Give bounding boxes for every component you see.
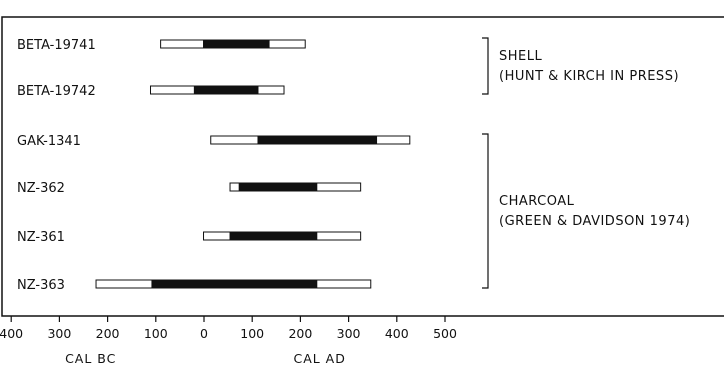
- x-tick-label: 300: [337, 326, 361, 341]
- group-label: (HUNT & KIRCH IN PRESS): [499, 69, 679, 84]
- inner-range-bar: [257, 135, 378, 145]
- x-tick-label: 500: [433, 326, 457, 341]
- sample-label: BETA-19742: [17, 84, 96, 99]
- x-tick-label: 400: [385, 326, 409, 341]
- sample-label: GAK-1341: [17, 134, 81, 149]
- inner-range-bar: [229, 231, 318, 241]
- sample-row: NZ-362: [17, 181, 362, 196]
- era-label: CAL BC: [65, 351, 116, 366]
- x-tick-label: 200: [96, 326, 120, 341]
- sample-label: BETA-19741: [17, 38, 96, 53]
- sample-row: NZ-361: [17, 230, 362, 245]
- sample-label: NZ-363: [17, 278, 65, 293]
- x-axis: 400 300 200 100 0 100 200 300 400 500 CAL BC CAL AD: [0, 316, 457, 366]
- x-tick-label: 100: [144, 326, 168, 341]
- group-bracket: SHELL (HUNT & KIRCH IN PRESS): [482, 37, 679, 95]
- sample-row: BETA-19741: [17, 38, 306, 53]
- inner-range-bar: [238, 182, 318, 192]
- group-label: (GREEN & DAVIDSON 1974): [499, 214, 690, 229]
- sample-label: NZ-362: [17, 181, 65, 196]
- x-tick-label: 200: [288, 326, 312, 341]
- sample-rows: BETA-19741 BETA-19742 GAK-1341 NZ-362 NZ-361…: [17, 38, 411, 293]
- group-brackets: SHELL (HUNT & KIRCH IN PRESS) CHARCOAL (GRE…: [482, 37, 690, 289]
- sample-row: NZ-363: [17, 278, 372, 293]
- x-tick-label: 400: [0, 326, 23, 341]
- inner-range-bar: [151, 279, 318, 289]
- bracket-line: [482, 37, 489, 95]
- x-tick-label: 300: [47, 326, 71, 341]
- sample-row: BETA-19742: [17, 84, 285, 99]
- x-tick-label: 100: [240, 326, 264, 341]
- sample-row: GAK-1341: [17, 134, 411, 149]
- era-label: CAL AD: [293, 351, 345, 366]
- group-bracket: CHARCOAL (GREEN & DAVIDSON 1974): [482, 133, 690, 289]
- sample-label: NZ-361: [17, 230, 65, 245]
- x-tick-label: 0: [200, 326, 208, 341]
- group-label: SHELL: [499, 49, 542, 64]
- bracket-line: [482, 133, 489, 289]
- plot-frame: [1, 16, 724, 317]
- inner-range-bar: [203, 39, 270, 49]
- group-label: CHARCOAL: [499, 194, 575, 209]
- inner-range-bar: [193, 85, 259, 95]
